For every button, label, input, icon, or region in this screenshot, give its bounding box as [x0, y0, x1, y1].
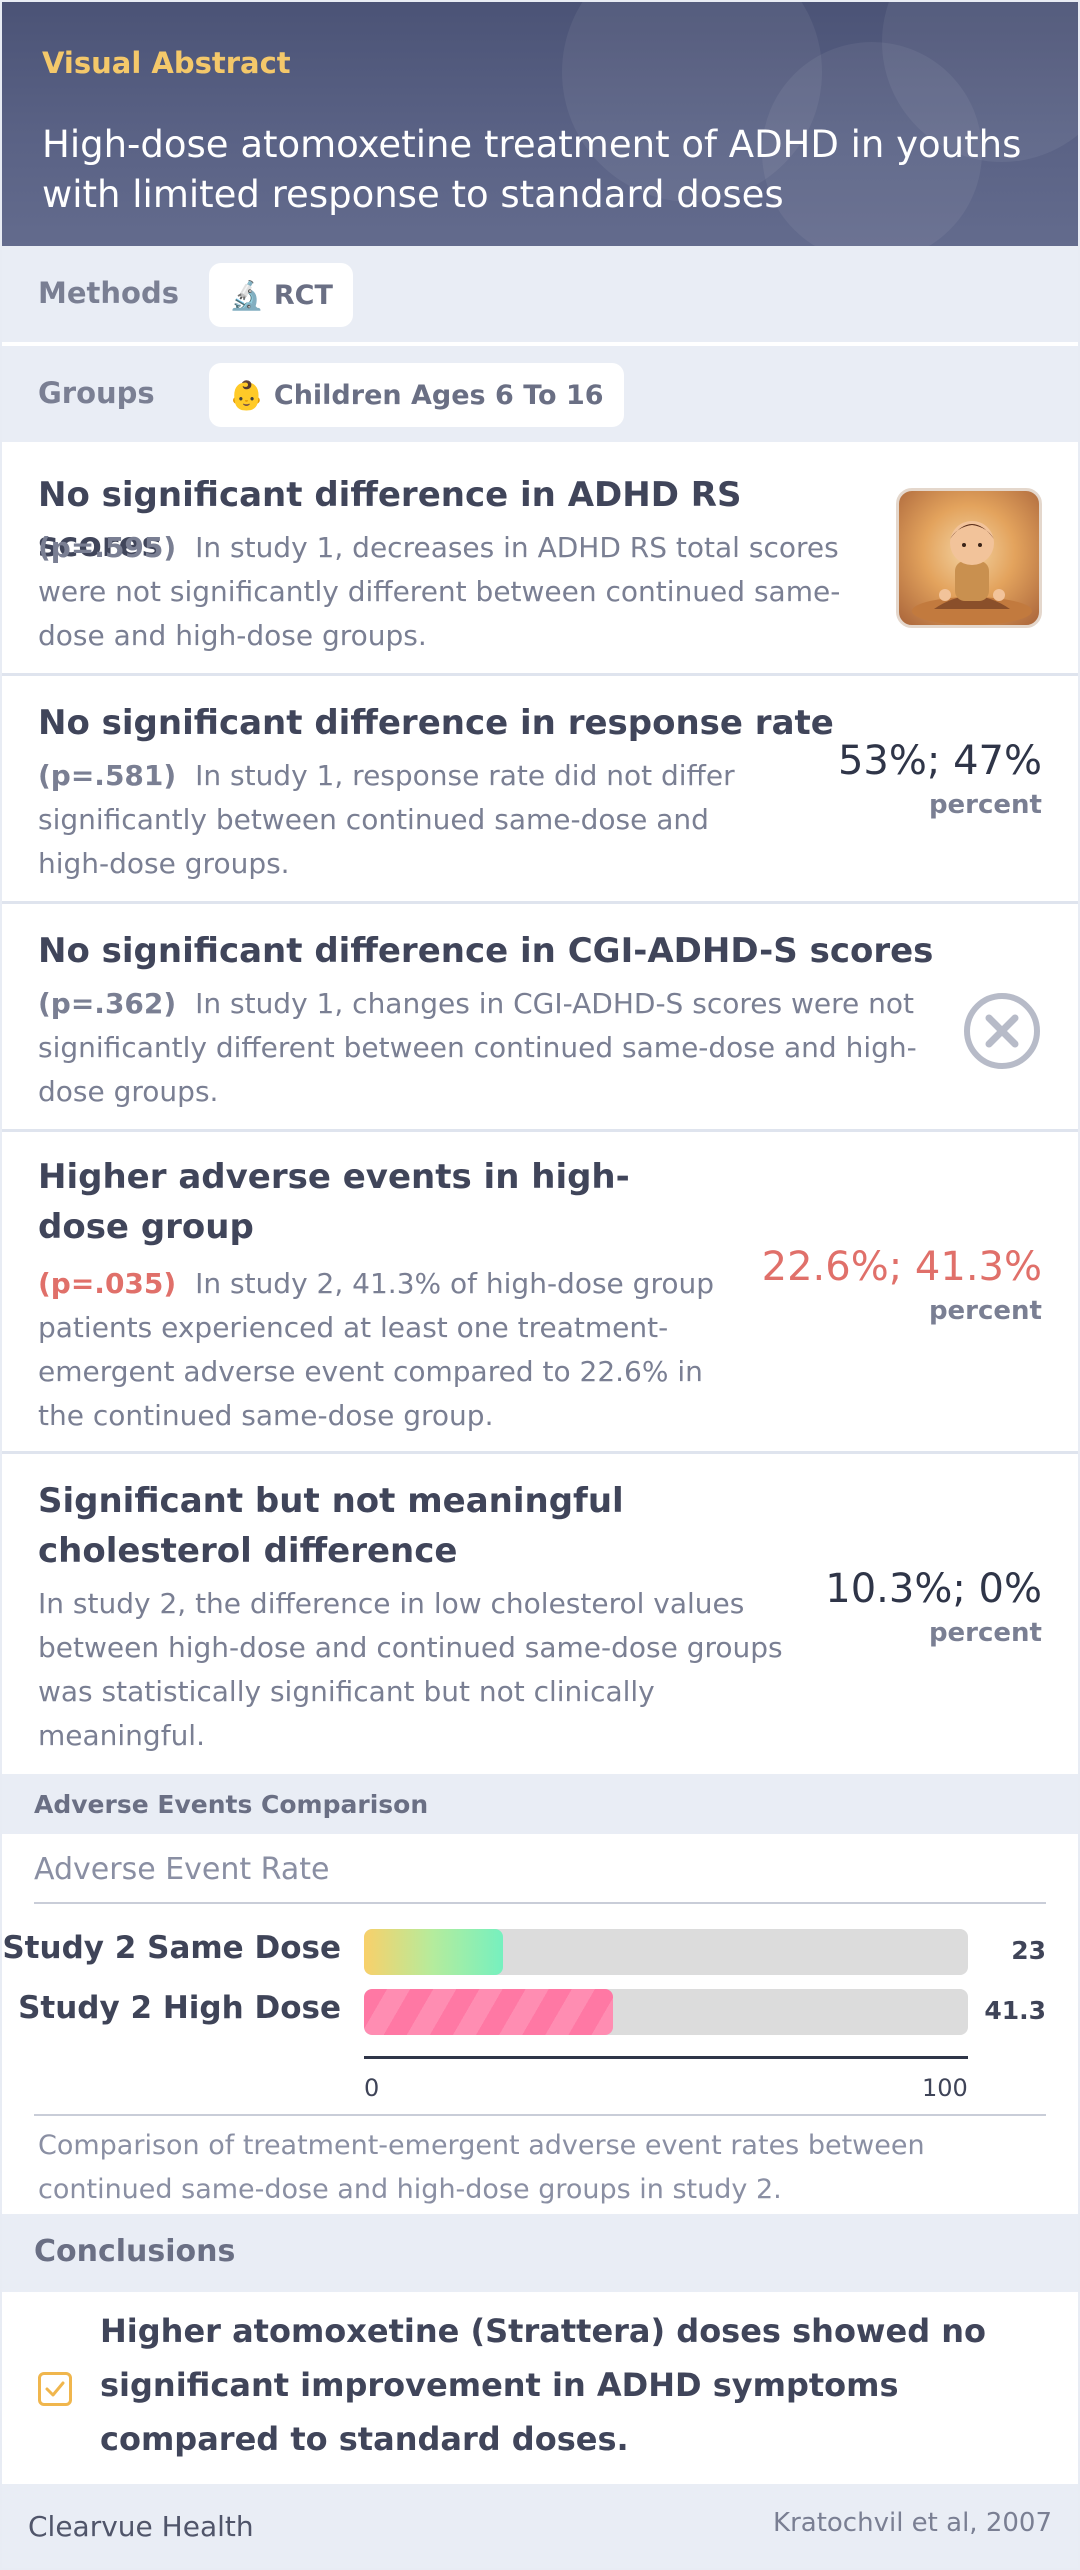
header-decoration [562, 2, 822, 202]
finding-description: In study 2, the difference in low choles… [38, 1582, 798, 1758]
bar-category-label: Study 2 High Dose [18, 1990, 341, 2026]
bar-value-label: 23 [1011, 1936, 1046, 1965]
p-value: (p=.362) [38, 987, 177, 1020]
stat-unit: percent [928, 1618, 1042, 1648]
checkbox-icon [38, 2372, 72, 2406]
bar-track [364, 1989, 968, 2035]
x-axis [364, 2056, 968, 2059]
bar-category-label: Study 2 Same Dose [2, 1930, 341, 1966]
p-value: (p=.595) [38, 531, 177, 564]
finding-title: Higher adverse events in high-dose group [38, 1157, 630, 1247]
chart-caption: Comparison of treatment-emergent adverse… [38, 2130, 925, 2205]
finding-description: (p=.035) In study 2, 41.3% of high-dose … [38, 1262, 738, 1438]
finding-adverse-events: Higher adverse events in high-dose group… [2, 1132, 1078, 1454]
adverse-events-chart: Adverse Event Rate Study 2 Same Dose 23 … [2, 1834, 1078, 2214]
x-tick-label-max: 100 [922, 2074, 968, 2102]
groups-chip-text: Children Ages 6 To 16 [273, 379, 604, 411]
conclusions-label: Conclusions [34, 2234, 236, 2269]
header-eyebrow: Visual Abstract [42, 46, 291, 80]
conclusion-text: Higher atomoxetine (Strattera) doses sho… [100, 2312, 986, 2458]
methods-label: Methods [38, 276, 179, 310]
groups-chip: 👶 Children Ages 6 To 16 [209, 363, 624, 427]
finding-text: In study 1, decreases in ADHD RS total s… [38, 531, 841, 652]
chart-bottom-divider [34, 2114, 1046, 2116]
citation: Kratochvil et al, 2007 [773, 2508, 1052, 2538]
finding-text: In study 2, 41.3% of high-dose group pat… [38, 1267, 714, 1432]
header: Visual Abstract High-dose atomoxetine tr… [2, 2, 1078, 246]
finding-title: Significant but not meaningful cholester… [38, 1481, 624, 1571]
footer: Clearvue Health Kratochvil et al, 2007 [2, 2484, 1078, 2568]
finding-title: No significant difference in CGI-ADHD-S … [38, 931, 934, 971]
finding-text: In study 1, response rate did not differ… [38, 759, 735, 880]
chart-section-label: Adverse Events Comparison [34, 1790, 429, 1819]
finding-stat: 10.3%; 0% percent [825, 1566, 1042, 1648]
stat-unit: percent [928, 790, 1042, 820]
finding-title: No significant difference in response ra… [38, 703, 834, 743]
finding-adhd-rs: No significant difference in ADHD RS sco… [2, 446, 1078, 676]
finding-cholesterol: Significant but not meaningful cholester… [2, 1454, 1078, 1774]
stat-unit: percent [928, 1296, 1042, 1326]
meditating-child-illustration [896, 488, 1042, 628]
finding-description: (p=.362) In study 1, changes in CGI-ADHD… [38, 982, 938, 1114]
groups-label: Groups [38, 376, 155, 410]
finding-text: In study 2, the difference in low choles… [38, 1587, 783, 1752]
finding-description: (p=.581) In study 1, response rate did n… [38, 754, 758, 886]
finding-title: No significant difference in ADHD RS sco… [38, 475, 742, 565]
finding-stat: 22.6%; 41.3% percent [762, 1244, 1042, 1326]
bar-value-label: 41.3 [984, 1996, 1046, 2025]
groups-row: Groups 👶 Children Ages 6 To 16 [2, 346, 1078, 444]
bar-track [364, 1929, 968, 1975]
microscope-icon: 🔬 [229, 278, 264, 312]
stat-value: 22.6%; 41.3% [761, 1244, 1042, 1290]
x-circle-icon [964, 993, 1040, 1069]
chart-title: Adverse Event Rate [34, 1852, 330, 1887]
meditating-child-image [912, 521, 1032, 625]
conclusions-header: Conclusions [2, 2214, 1078, 2292]
finding-text: In study 1, changes in CGI-ADHD-S scores… [38, 987, 917, 1108]
finding-cgi-adhd-s: No significant difference in CGI-ADHD-S … [2, 904, 1078, 1132]
methods-chip-text: RCT [273, 279, 333, 311]
finding-response-rate: No significant difference in response ra… [2, 676, 1078, 904]
bar-same-dose [364, 1929, 503, 1975]
brand-name: Clearvue Health [28, 2510, 254, 2543]
stat-value: 10.3%; 0% [825, 1566, 1042, 1612]
chart-section-header: Adverse Events Comparison [2, 1774, 1078, 1834]
p-value: (p=.581) [38, 759, 177, 792]
chart-title-divider [34, 1902, 1046, 1904]
methods-chip: 🔬 RCT [209, 263, 353, 327]
page-title: High-dose atomoxetine treatment of ADHD … [42, 123, 1022, 216]
x-tick-label-min: 0 [364, 2074, 380, 2102]
p-value: (p=.035) [38, 1267, 177, 1300]
conclusions-body: Higher atomoxetine (Strattera) doses sho… [2, 2292, 1078, 2484]
bar-high-dose [364, 1989, 614, 2035]
child-icon: 👶 [229, 378, 264, 412]
finding-stat: 53%; 47% percent [838, 738, 1042, 820]
methods-row: Methods 🔬 RCT [2, 246, 1078, 344]
header-decoration [762, 42, 982, 246]
stat-value: 53%; 47% [837, 738, 1042, 784]
finding-description: (p=.595) In study 1, decreases in ADHD R… [38, 526, 878, 658]
